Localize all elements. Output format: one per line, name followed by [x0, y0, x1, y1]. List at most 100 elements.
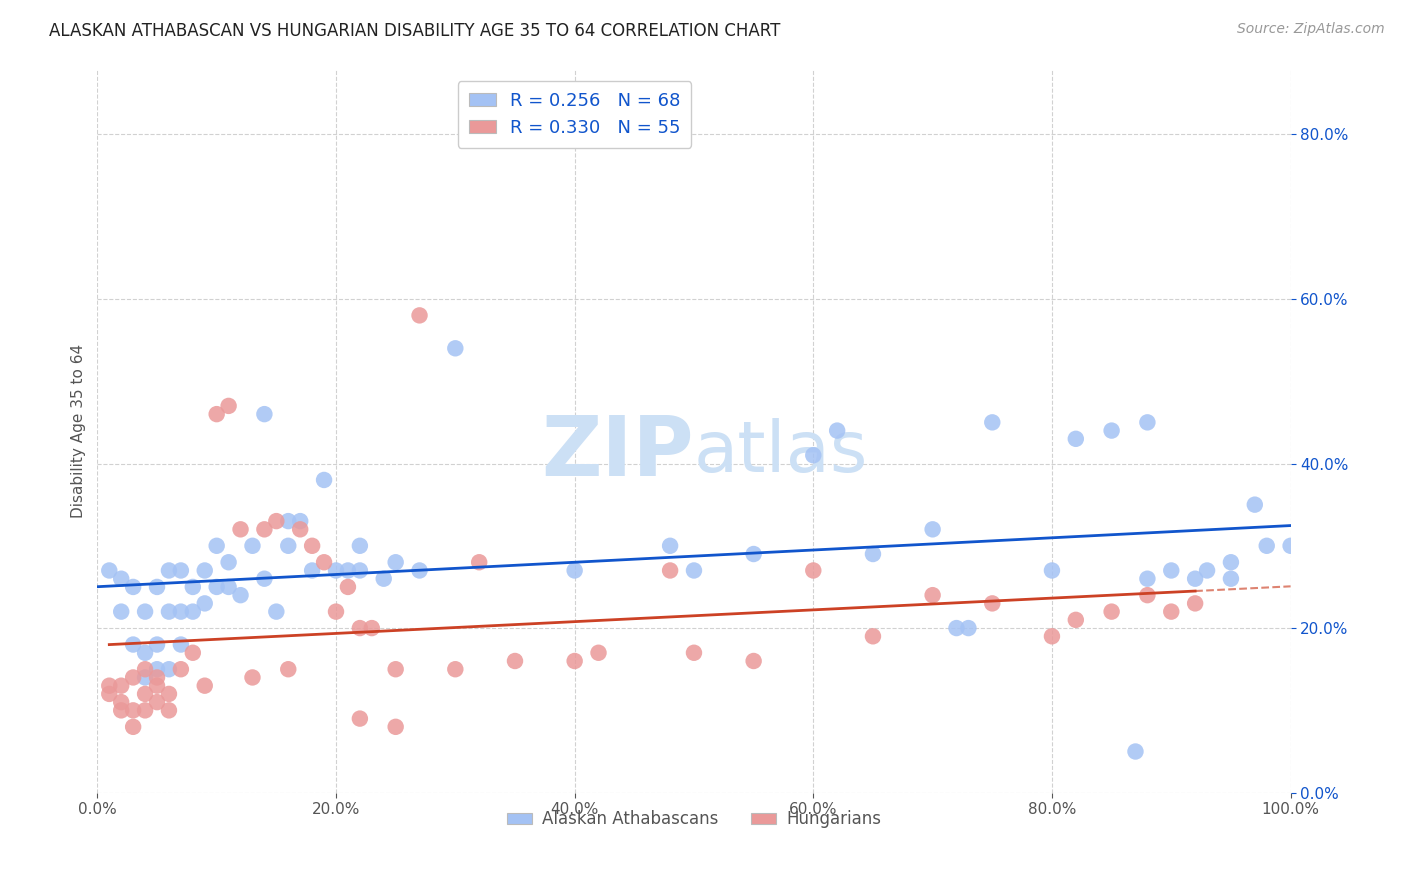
Point	[1256, 539, 1278, 553]
Point	[146, 638, 169, 652]
Point	[157, 605, 180, 619]
Point	[134, 662, 156, 676]
Point	[290, 522, 312, 536]
Point	[134, 703, 156, 717]
Point	[349, 539, 371, 553]
Point	[468, 555, 491, 569]
Point	[312, 473, 335, 487]
Point	[862, 629, 884, 643]
Point	[277, 539, 299, 553]
Point	[170, 662, 193, 676]
Point	[1064, 432, 1087, 446]
Point	[384, 555, 406, 569]
Point	[1136, 572, 1159, 586]
Point	[1184, 596, 1206, 610]
Point	[134, 605, 156, 619]
Point	[1101, 424, 1123, 438]
Point	[218, 580, 240, 594]
Point	[229, 522, 252, 536]
Point	[242, 670, 264, 684]
Point	[146, 580, 169, 594]
Point	[588, 646, 610, 660]
Point	[1125, 745, 1147, 759]
Point	[205, 407, 228, 421]
Text: atlas: atlas	[695, 417, 869, 487]
Point	[1160, 605, 1182, 619]
Point	[349, 712, 371, 726]
Point	[253, 572, 276, 586]
Point	[1219, 572, 1241, 586]
Point	[1184, 572, 1206, 586]
Point	[360, 621, 382, 635]
Point	[564, 654, 586, 668]
Point	[408, 564, 430, 578]
Point	[1064, 613, 1087, 627]
Point	[218, 399, 240, 413]
Y-axis label: Disability Age 35 to 64: Disability Age 35 to 64	[72, 343, 86, 517]
Point	[170, 605, 193, 619]
Point	[181, 646, 204, 660]
Point	[266, 605, 288, 619]
Point	[229, 588, 252, 602]
Point	[1197, 564, 1219, 578]
Point	[373, 572, 395, 586]
Point	[98, 687, 121, 701]
Point	[742, 547, 765, 561]
Point	[146, 662, 169, 676]
Point	[122, 703, 145, 717]
Point	[444, 662, 467, 676]
Point	[194, 564, 217, 578]
Point	[564, 564, 586, 578]
Point	[290, 514, 312, 528]
Point	[170, 564, 193, 578]
Point	[253, 407, 276, 421]
Point	[825, 424, 848, 438]
Point	[1136, 588, 1159, 602]
Text: ZIP: ZIP	[541, 412, 695, 492]
Point	[134, 670, 156, 684]
Point	[336, 564, 359, 578]
Point	[122, 720, 145, 734]
Point	[98, 679, 121, 693]
Point	[444, 341, 467, 355]
Point	[122, 670, 145, 684]
Point	[683, 564, 706, 578]
Point	[170, 638, 193, 652]
Point	[181, 605, 204, 619]
Point	[134, 687, 156, 701]
Point	[277, 514, 299, 528]
Point	[1279, 539, 1302, 553]
Point	[945, 621, 967, 635]
Point	[157, 662, 180, 676]
Point	[253, 522, 276, 536]
Point	[110, 679, 132, 693]
Point	[742, 654, 765, 668]
Point	[408, 309, 430, 323]
Point	[205, 580, 228, 594]
Point	[312, 555, 335, 569]
Point	[1243, 498, 1265, 512]
Point	[384, 720, 406, 734]
Point	[301, 564, 323, 578]
Point	[801, 564, 824, 578]
Point	[194, 679, 217, 693]
Point	[862, 547, 884, 561]
Point	[981, 415, 1004, 429]
Point	[157, 703, 180, 717]
Point	[336, 580, 359, 594]
Point	[157, 687, 180, 701]
Point	[801, 448, 824, 462]
Point	[134, 646, 156, 660]
Point	[683, 646, 706, 660]
Point	[242, 539, 264, 553]
Point	[1219, 555, 1241, 569]
Point	[218, 555, 240, 569]
Point	[1136, 415, 1159, 429]
Point	[110, 695, 132, 709]
Point	[503, 654, 526, 668]
Point	[1040, 564, 1063, 578]
Point	[325, 564, 347, 578]
Point	[1101, 605, 1123, 619]
Point	[325, 605, 347, 619]
Point	[194, 596, 217, 610]
